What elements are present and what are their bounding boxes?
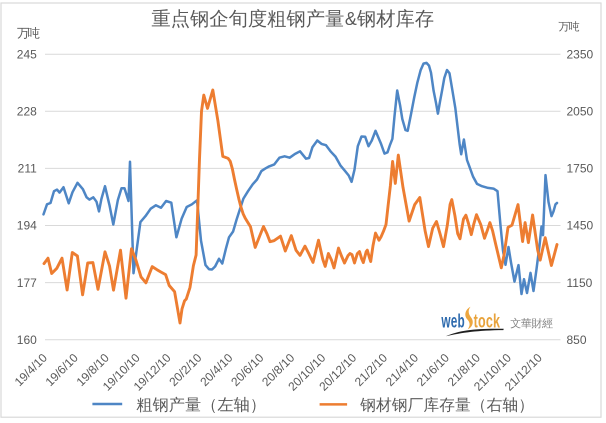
svg-text:web: web xyxy=(441,312,465,332)
svg-text:194: 194 xyxy=(17,219,37,233)
svg-text:850: 850 xyxy=(567,333,587,347)
svg-text:1450: 1450 xyxy=(567,219,594,233)
svg-text:177: 177 xyxy=(17,276,37,290)
svg-text:1750: 1750 xyxy=(567,162,594,176)
svg-text:211: 211 xyxy=(18,162,37,176)
svg-text:2350: 2350 xyxy=(567,47,594,61)
svg-text:tock: tock xyxy=(474,311,501,332)
svg-text:228: 228 xyxy=(17,105,37,119)
svg-text:1150: 1150 xyxy=(567,276,593,290)
svg-text:2050: 2050 xyxy=(567,105,594,119)
svg-text:160: 160 xyxy=(17,333,37,347)
svg-text:&: & xyxy=(345,9,357,29)
svg-text:245: 245 xyxy=(17,47,37,61)
